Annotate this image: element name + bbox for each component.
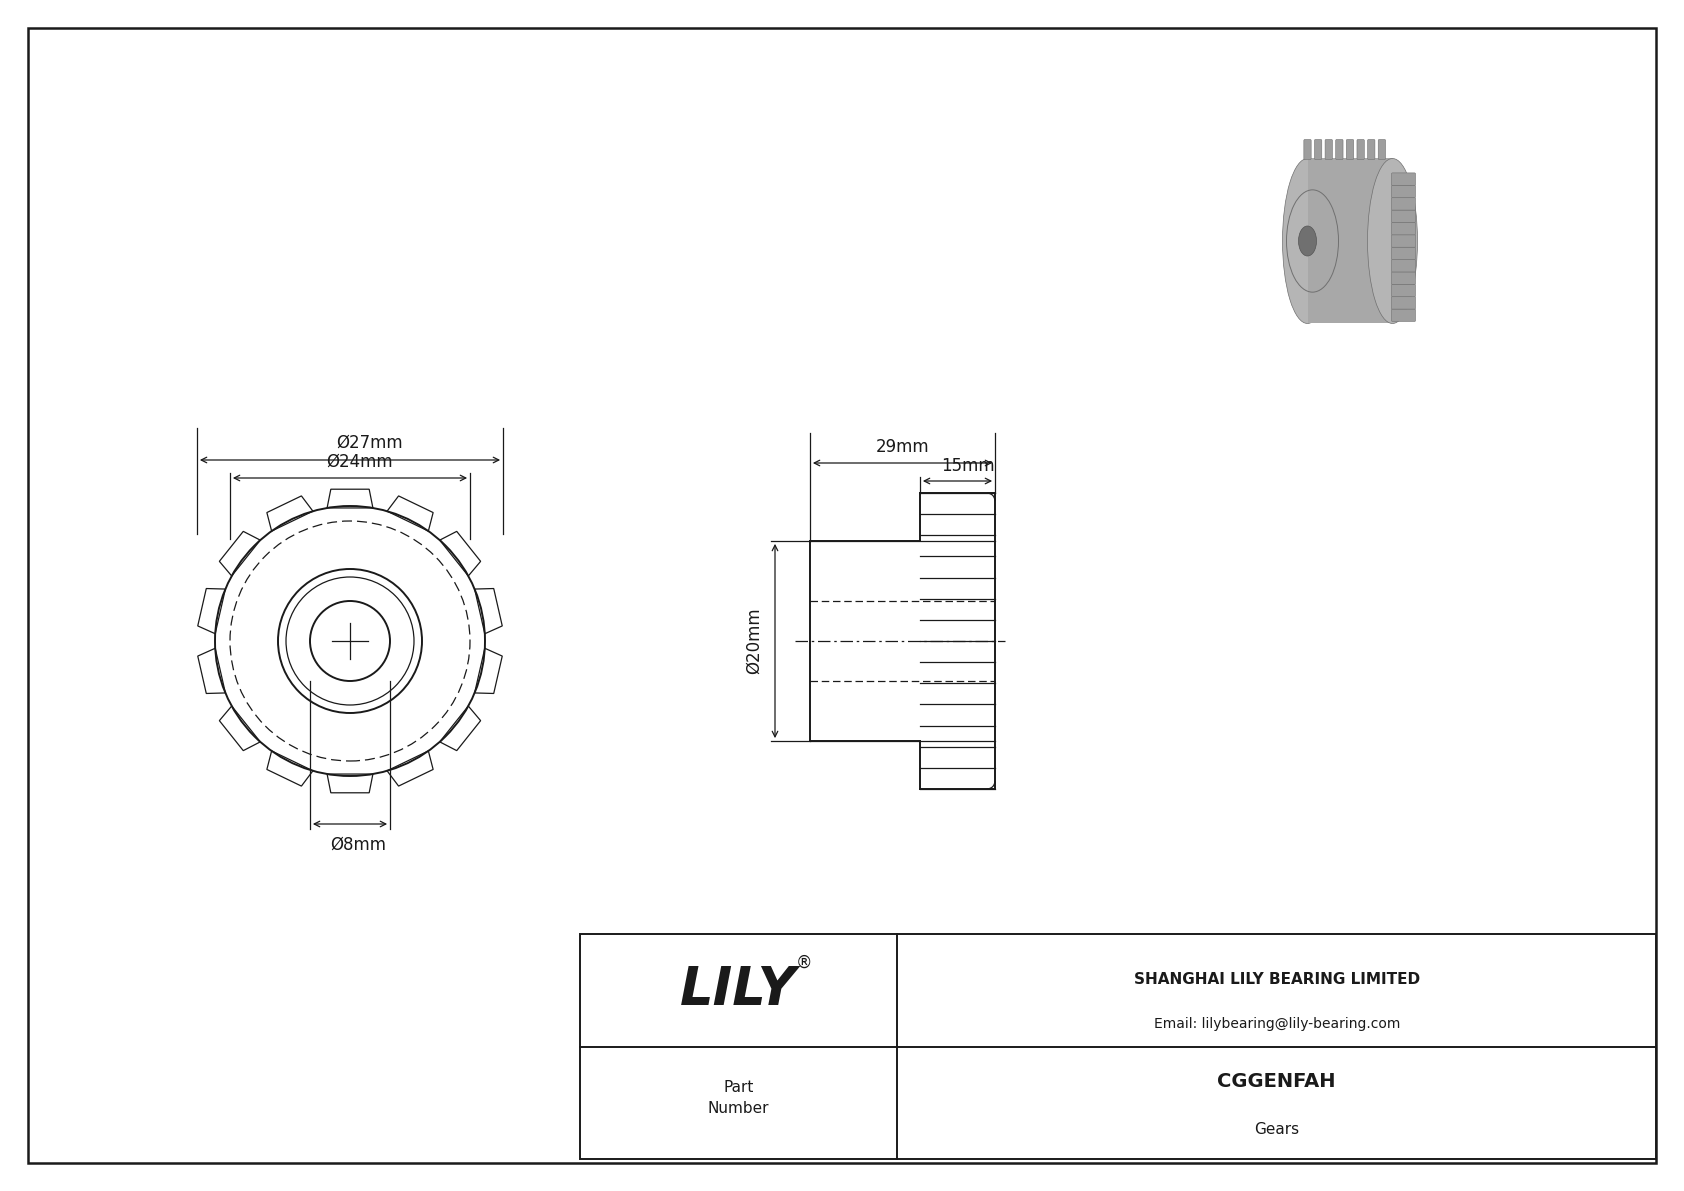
Bar [810, 541, 919, 741]
Polygon shape [197, 588, 226, 634]
Text: Gears: Gears [1255, 1122, 1300, 1137]
Ellipse shape [1283, 158, 1332, 324]
Text: Ø20mm: Ø20mm [744, 607, 763, 674]
Text: ®: ® [795, 953, 812, 971]
Bar [1307, 158, 1393, 324]
Text: Ø24mm: Ø24mm [327, 453, 394, 470]
FancyBboxPatch shape [1391, 235, 1416, 248]
Text: CGGENFAH: CGGENFAH [1218, 1072, 1335, 1091]
Polygon shape [219, 706, 261, 750]
FancyBboxPatch shape [1391, 272, 1416, 285]
Polygon shape [387, 495, 433, 531]
Polygon shape [440, 531, 480, 576]
FancyBboxPatch shape [1303, 139, 1312, 160]
Polygon shape [475, 588, 502, 634]
FancyBboxPatch shape [1391, 198, 1416, 210]
Polygon shape [440, 706, 480, 750]
FancyBboxPatch shape [1391, 223, 1416, 235]
Text: Ø27mm: Ø27mm [337, 434, 402, 453]
Text: SHANGHAI LILY BEARING LIMITED: SHANGHAI LILY BEARING LIMITED [1133, 972, 1420, 986]
FancyBboxPatch shape [1391, 260, 1416, 272]
FancyBboxPatch shape [1346, 139, 1354, 160]
Ellipse shape [1367, 158, 1418, 324]
Polygon shape [219, 531, 261, 576]
Bar [919, 493, 995, 788]
Text: LILY: LILY [680, 965, 797, 1016]
FancyBboxPatch shape [1357, 139, 1364, 160]
FancyBboxPatch shape [1391, 173, 1416, 186]
Text: Ø8mm: Ø8mm [330, 836, 386, 854]
Bar [579, 934, 1655, 1159]
FancyBboxPatch shape [1315, 139, 1322, 160]
FancyBboxPatch shape [1367, 139, 1374, 160]
Text: Email: lilybearing@lily-bearing.com: Email: lilybearing@lily-bearing.com [1154, 1017, 1399, 1031]
Ellipse shape [1298, 226, 1317, 256]
Circle shape [195, 486, 505, 796]
Text: 29mm: 29mm [876, 438, 930, 456]
FancyBboxPatch shape [1378, 139, 1386, 160]
FancyBboxPatch shape [1391, 285, 1416, 297]
Polygon shape [266, 750, 313, 786]
Polygon shape [327, 490, 372, 507]
FancyBboxPatch shape [1391, 308, 1416, 322]
Text: 15mm: 15mm [941, 457, 994, 475]
Polygon shape [327, 774, 372, 793]
FancyBboxPatch shape [1391, 210, 1416, 223]
Polygon shape [475, 648, 502, 693]
Polygon shape [197, 648, 226, 693]
Polygon shape [266, 495, 313, 531]
FancyBboxPatch shape [1391, 297, 1416, 310]
Bar [579, 934, 1655, 1159]
FancyBboxPatch shape [1335, 139, 1344, 160]
Polygon shape [387, 750, 433, 786]
FancyBboxPatch shape [1391, 186, 1416, 198]
FancyBboxPatch shape [1325, 139, 1332, 160]
FancyBboxPatch shape [1391, 248, 1416, 260]
Text: Part
Number: Part Number [707, 1080, 770, 1116]
